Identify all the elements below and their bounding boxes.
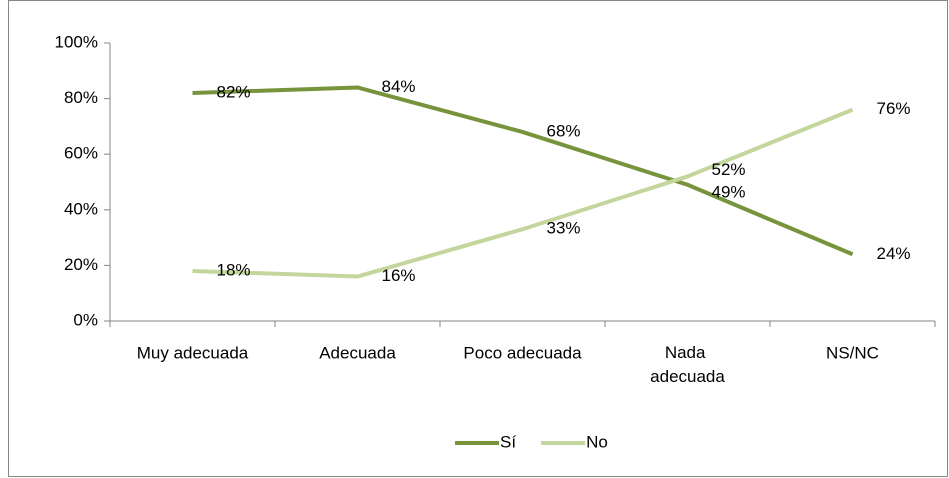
legend-label: Sí [500, 432, 516, 451]
x-tick-label: NS/NC [826, 343, 879, 362]
y-tick-label: 20% [64, 255, 98, 274]
x-tick-label: Nada adecuada [650, 343, 725, 386]
data-label: 52% [712, 160, 746, 179]
y-tick-label: 0% [73, 310, 98, 329]
data-label: 82% [217, 83, 251, 102]
legend-label: No [586, 432, 608, 451]
data-label: 18% [217, 260, 251, 279]
x-tick-label: Adecuada [319, 343, 396, 362]
line [192, 85, 854, 257]
y-tick-label: 80% [64, 88, 98, 107]
chart-border [8, 0, 948, 477]
data-label: 33% [547, 219, 581, 238]
y-tick-label: 60% [64, 144, 98, 163]
data-label: 24% [877, 244, 911, 263]
data-label: 84% [382, 77, 416, 96]
y-tick-label: 40% [64, 199, 98, 218]
line [192, 107, 854, 279]
data-label: 76% [877, 99, 911, 118]
data-label: 49% [712, 182, 746, 201]
data-label: 68% [547, 121, 581, 140]
data-label: 16% [382, 266, 416, 285]
y-tick-label: 100% [55, 32, 98, 51]
x-tick-label: Muy adecuada [137, 343, 249, 362]
x-tick-label: Poco adecuada [463, 343, 582, 362]
